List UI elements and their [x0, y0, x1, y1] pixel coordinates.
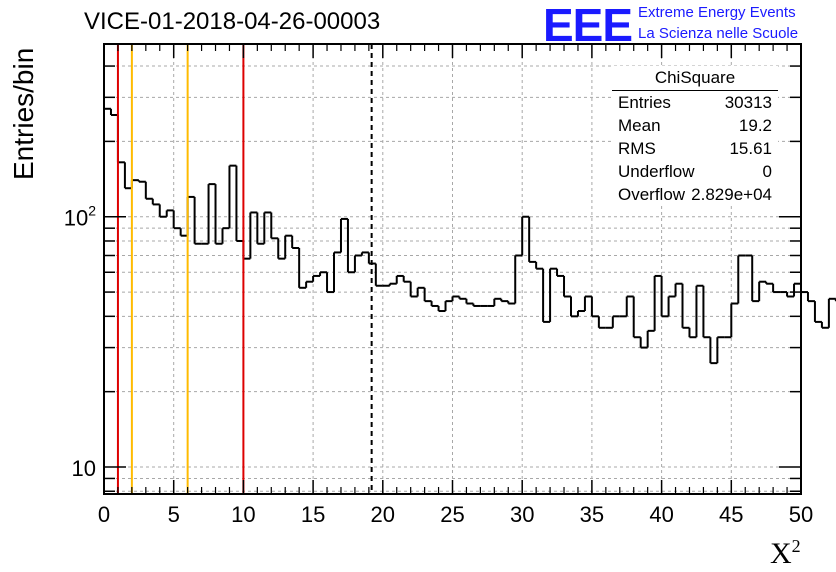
grid-lines: [104, 44, 801, 494]
x-axis-label-superscript: 2: [791, 536, 801, 556]
x-tick-label: 0: [98, 502, 110, 527]
x-axis-label: X2: [770, 536, 801, 571]
stats-title: ChiSquare: [654, 68, 736, 87]
stats-divider: [612, 90, 778, 91]
stat-label: Entries: [618, 93, 671, 112]
logo-line-1: Extreme Energy Events: [638, 4, 796, 21]
histogram-bars: [104, 107, 836, 365]
logo-line-2: La Scienza nelle Scuole: [638, 25, 799, 42]
y-tick-label: 10: [72, 456, 96, 481]
x-tick-label: 20: [371, 502, 395, 527]
stat-row-overflow: Overflow 2.829e+04: [618, 185, 772, 207]
x-tick-label: 10: [231, 502, 255, 527]
marker-lines: [116, 44, 373, 494]
x-axis-label-base: X: [770, 537, 792, 570]
x-tick-label: 25: [440, 502, 464, 527]
stat-label: Overflow: [618, 185, 686, 204]
stat-label: Mean: [618, 116, 661, 135]
x-tick-label: 5: [168, 502, 180, 527]
stat-label: RMS: [618, 139, 656, 158]
stat-label: Underflow: [618, 162, 695, 181]
stats-box: ChiSquare Entries 30313 Mean 19.2 RMS 15…: [612, 66, 778, 206]
x-tick-label: 15: [301, 502, 325, 527]
axis-tick-labels: 0 5 10 15 20 25 30 35 40 45 50 10 102: [64, 203, 814, 527]
x-tick-label: 50: [789, 502, 813, 527]
eee-logo: EEE: [543, 0, 633, 51]
stat-row-entries: Entries 30313: [618, 93, 772, 115]
stat-value: 19.2: [738, 116, 772, 135]
x-tick-label: 40: [649, 502, 673, 527]
y-tick-label: 102: [64, 203, 96, 231]
y-axis-label: Entries/bin: [8, 47, 39, 180]
x-tick-label: 45: [719, 502, 743, 527]
x-tick-label: 30: [510, 502, 534, 527]
stat-row-mean: Mean 19.2: [618, 116, 772, 138]
axis-ticks: [103, 44, 802, 494]
stat-value: 30313: [724, 93, 772, 112]
stat-value: 15.61: [729, 139, 772, 158]
stat-value: 0: [762, 162, 772, 181]
stat-row-underflow: Underflow 0: [618, 162, 772, 184]
chart-title: VICE-01-2018-04-26-00003: [84, 8, 381, 35]
x-tick-label: 35: [580, 502, 604, 527]
stat-row-rms: RMS 15.61: [618, 139, 772, 161]
stat-value: 2.829e+04: [691, 185, 772, 204]
